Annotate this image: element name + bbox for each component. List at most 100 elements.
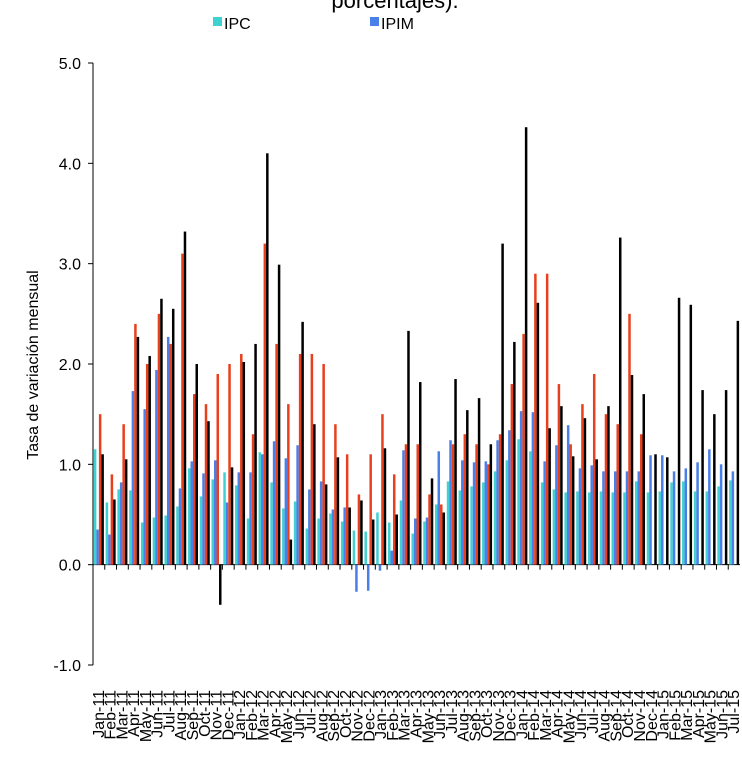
x-tick-label: Sep-11	[185, 690, 202, 741]
legend-label: IPIM	[381, 16, 414, 33]
x-tick-label: Jul-11	[161, 690, 178, 732]
x-tick-label: Jul-15	[726, 690, 742, 734]
bar	[578, 468, 582, 565]
bar	[240, 353, 243, 565]
bar	[543, 461, 546, 565]
bar	[101, 454, 104, 565]
bar	[564, 492, 567, 565]
bar	[587, 492, 591, 565]
bar	[449, 440, 452, 565]
bar	[555, 445, 558, 565]
bar	[140, 522, 144, 565]
bar	[293, 501, 297, 565]
bar	[693, 491, 697, 565]
x-tick-label: Aug-13	[456, 690, 473, 742]
bar	[251, 434, 255, 565]
bar	[470, 486, 473, 565]
bar	[729, 480, 732, 565]
bar	[602, 471, 605, 565]
x-tick-label: Mar-14	[538, 690, 555, 741]
bar	[204, 404, 208, 565]
bar	[230, 467, 234, 565]
y-axis-label: Tasa de variación mensual	[25, 270, 42, 459]
x-tick-label: Mar-13	[397, 690, 414, 741]
bar	[360, 500, 363, 565]
bar	[536, 302, 540, 565]
bar	[505, 460, 509, 565]
bar	[461, 460, 464, 565]
x-tick-label: Aug-11	[173, 690, 190, 741]
bar	[599, 491, 603, 565]
bar	[625, 471, 629, 565]
bar	[322, 364, 325, 565]
bar	[472, 462, 476, 565]
x-tick-label: Feb-12	[244, 690, 261, 741]
bar	[334, 424, 337, 565]
bar	[178, 488, 182, 565]
bar	[331, 509, 335, 565]
bar	[581, 404, 584, 565]
x-tick-label: Jun-14	[573, 690, 590, 739]
bar	[310, 353, 314, 565]
bar	[261, 454, 264, 565]
bar	[176, 506, 179, 565]
bar	[148, 355, 151, 565]
bar	[235, 485, 238, 565]
bar	[378, 564, 382, 571]
bar	[371, 519, 375, 565]
x-tick-label: Sep-13	[467, 690, 484, 742]
bar	[348, 507, 351, 565]
bar	[166, 336, 170, 565]
bar	[270, 482, 273, 565]
bar	[129, 490, 132, 565]
bar	[93, 449, 97, 565]
bar	[390, 550, 393, 565]
bar	[640, 434, 643, 565]
bar	[496, 440, 499, 565]
x-tick-label: Nov-11	[209, 690, 226, 740]
x-tick-label: Apr-12	[267, 690, 284, 738]
bar	[616, 424, 619, 565]
bar	[207, 421, 210, 565]
bar	[98, 414, 102, 565]
bar	[534, 273, 537, 565]
bar	[642, 394, 646, 565]
x-tick-label: Jun-12	[291, 690, 308, 739]
bar	[654, 454, 657, 565]
bar	[381, 414, 384, 565]
x-tick-label: Oct-14	[620, 690, 637, 738]
bar	[482, 482, 485, 565]
bar	[136, 336, 140, 565]
bar	[519, 411, 523, 565]
bar	[108, 534, 111, 565]
bar	[566, 425, 570, 565]
bar	[392, 474, 396, 565]
bar	[666, 457, 669, 565]
bar	[425, 517, 429, 565]
bar	[590, 465, 593, 565]
bar	[195, 364, 198, 565]
bar	[313, 424, 316, 565]
bar	[611, 492, 614, 565]
x-tick-label: Feb-11	[103, 690, 120, 740]
bar	[513, 341, 516, 565]
bar	[696, 462, 699, 565]
x-tick-label: May-13	[420, 690, 437, 743]
bar	[423, 521, 426, 565]
bar	[124, 459, 128, 565]
x-tick-label: Dec-11	[220, 690, 237, 740]
bar	[122, 424, 125, 565]
bar	[296, 445, 299, 565]
y-tick-label: 5.0	[59, 56, 81, 73]
bar	[187, 468, 191, 565]
bar	[689, 304, 693, 565]
bar	[211, 479, 215, 565]
bar	[484, 461, 488, 565]
bar	[237, 472, 241, 565]
bar	[324, 484, 328, 565]
bar	[724, 390, 728, 565]
bar	[630, 375, 634, 565]
bar	[246, 518, 250, 565]
bar	[430, 478, 434, 565]
x-tick-label: Jan-13	[373, 690, 390, 739]
